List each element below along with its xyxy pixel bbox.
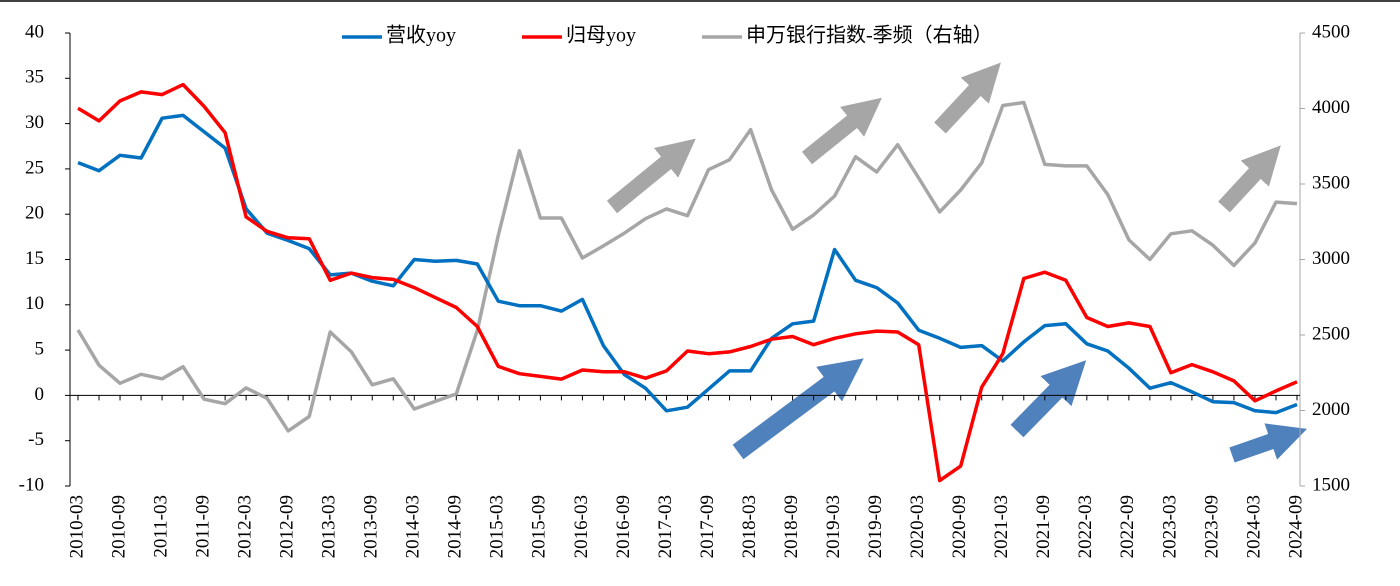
legend-label: 申万银行指数-季频（右轴）	[746, 24, 993, 47]
arrow	[606, 138, 696, 214]
y-tick-label: -5	[28, 429, 44, 450]
y-tick-label: 5	[35, 338, 45, 359]
legend-label: 营收yoy	[386, 24, 456, 47]
x-tick-label: 2023-03	[1159, 495, 1180, 558]
y-tick-label: 10	[25, 293, 44, 314]
x-tick-label: 2023-09	[1201, 495, 1222, 558]
x-tick-label: 2012-03	[234, 495, 255, 558]
series-line	[76, 100, 1298, 433]
x-tick-label: 2016-03	[571, 495, 592, 558]
x-tick-label: 2019-09	[865, 495, 886, 558]
x-tick-label: 2014-03	[403, 495, 424, 558]
y2-tick-label: 2000	[1312, 399, 1350, 420]
x-tick-label: 2021-03	[991, 495, 1012, 558]
y2-tick-label: 3000	[1312, 248, 1350, 269]
trend-arrows	[606, 62, 1308, 463]
arrow	[1010, 360, 1087, 438]
y-tick-label: -10	[19, 474, 44, 495]
x-tick-label: 2024-09	[1285, 495, 1306, 558]
x-tick-label: 2019-03	[823, 495, 844, 558]
x-tick-label: 2020-03	[907, 495, 928, 558]
x-tick-label: 2015-03	[487, 495, 508, 558]
x-tick-label: 2011-09	[192, 495, 213, 558]
y-tick-label: 40	[25, 21, 44, 42]
x-tick-label: 2014-09	[445, 495, 466, 558]
x-tick-label: 2017-09	[697, 495, 718, 558]
x-tick-label: 2013-09	[361, 495, 382, 558]
series-line	[77, 82, 1298, 483]
x-tick-label: 2022-03	[1075, 495, 1096, 558]
x-tick-label: 2018-03	[739, 495, 760, 558]
x-tick-label: 2018-09	[781, 495, 802, 558]
arrow	[1229, 423, 1308, 463]
arrow	[732, 358, 864, 460]
x-tick-label: 2010-03	[66, 495, 87, 558]
legend-label: 归母yoy	[566, 24, 636, 47]
x-tick-label: 2015-09	[529, 495, 550, 558]
y-tick-label: 25	[25, 157, 44, 178]
series-line	[77, 113, 1298, 415]
y2-tick-label: 4500	[1312, 21, 1350, 42]
x-tick-label: 2024-03	[1243, 495, 1264, 558]
y2-tick-label: 4000	[1312, 97, 1350, 118]
x-tick-label: 2010-09	[108, 495, 129, 558]
y2-tick-label: 1500	[1312, 474, 1350, 495]
arrow	[1218, 145, 1281, 213]
arrow	[801, 97, 882, 165]
x-tick-label: 2022-09	[1117, 495, 1138, 558]
y2-tick-label: 2500	[1312, 323, 1350, 344]
y-tick-label: 35	[25, 67, 44, 88]
x-tick-label: 2013-03	[319, 495, 340, 558]
x-tick-label: 2016-09	[613, 495, 634, 558]
x-tick-label: 2011-03	[150, 495, 171, 558]
y-tick-label: 0	[35, 384, 45, 405]
y-tick-label: 20	[25, 203, 44, 224]
x-tick-label: 2017-03	[655, 495, 676, 558]
arrow	[934, 62, 1001, 134]
y2-tick-label: 3500	[1312, 172, 1350, 193]
x-tick-label: 2021-09	[1033, 495, 1054, 558]
x-tick-label: 2012-09	[277, 495, 298, 558]
y-tick-label: 15	[25, 248, 44, 269]
y-tick-label: 30	[25, 112, 44, 133]
x-tick-label: 2020-09	[949, 495, 970, 558]
